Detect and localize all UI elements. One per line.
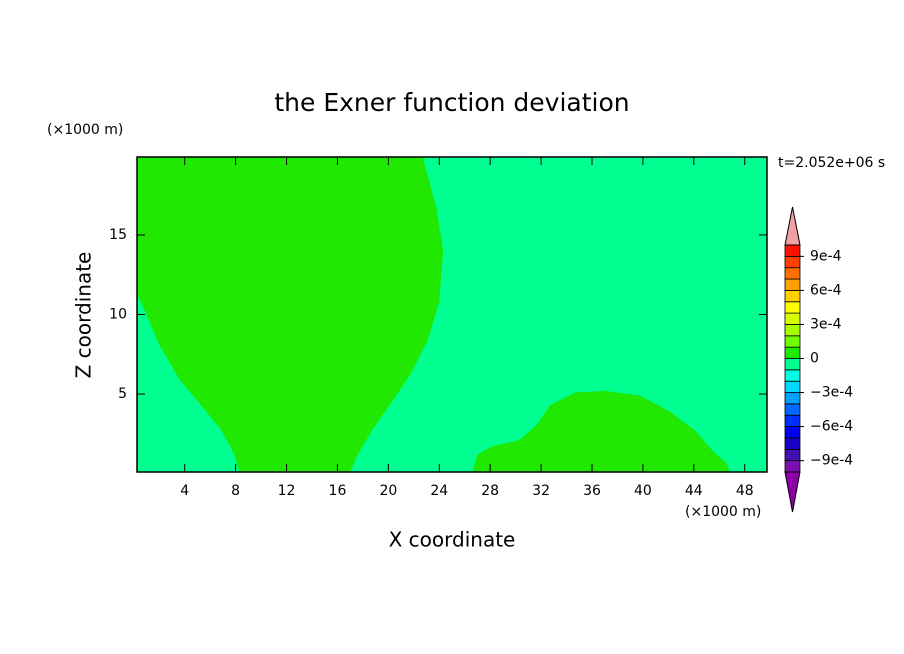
colorbar-band [784,301,801,314]
colorbar-band [784,380,801,393]
time-label: t=2.052e+06 s [778,155,885,171]
colorbar-tick-label: 3e-4 [810,316,842,332]
x-tick-label: 24 [430,483,448,499]
colorbar-tick-label: 6e-4 [810,282,842,298]
colorbar-tick-label: 9e-4 [810,248,842,264]
colorbar-band [784,278,801,291]
x-tick-label: 4 [180,483,189,499]
colorbar-tick-label: −6e-4 [810,419,853,435]
colorbar-band [784,403,801,416]
colorbar-tick-label: −9e-4 [810,453,853,469]
x-tick-label: 28 [481,483,499,499]
contour-region [137,157,444,472]
colorbar-band [784,460,801,473]
colorbar-band [784,244,801,257]
y-tick-label: 10 [109,307,127,323]
x-tick-label: 32 [532,483,550,499]
colorbar-band [784,392,801,405]
colorbar-band [784,369,801,382]
colorbar-tick-label: −3e-4 [810,385,853,401]
colorbar-over [784,206,801,246]
colorbar-band [784,324,801,337]
x-unit: (×1000 m) [685,504,761,520]
x-tick-label: 44 [685,483,703,499]
colorbar-band [784,289,801,303]
x-tick-label: 20 [379,483,397,499]
x-tick-label: 40 [634,483,652,499]
colorbar-band [784,255,801,269]
colorbar-band [784,414,801,428]
x-axis-title: X coordinate [389,528,516,552]
y-unit: (×1000 m) [47,122,123,138]
colorbar-band [784,358,801,371]
colorbar-under [784,471,801,513]
colorbar-band [784,437,801,450]
x-tick-label: 8 [231,483,240,499]
colorbar-band [784,346,801,359]
colorbar-band [784,312,801,325]
y-axis-title: Z coordinate [72,252,96,379]
y-tick-label: 5 [118,386,127,402]
colorbar-band [784,335,801,348]
x-tick-label: 36 [583,483,601,499]
x-tick-label: 16 [329,483,347,499]
colorbar-band [784,426,801,439]
x-tick-label: 12 [278,483,296,499]
colorbar-band [784,267,801,280]
chart-title: the Exner function deviation [274,88,629,117]
x-tick-label: 48 [736,483,754,499]
y-tick-label: 15 [109,227,127,243]
colorbar-tick-label: 0 [810,351,819,367]
contour-region [472,390,730,472]
colorbar-band [784,448,801,462]
